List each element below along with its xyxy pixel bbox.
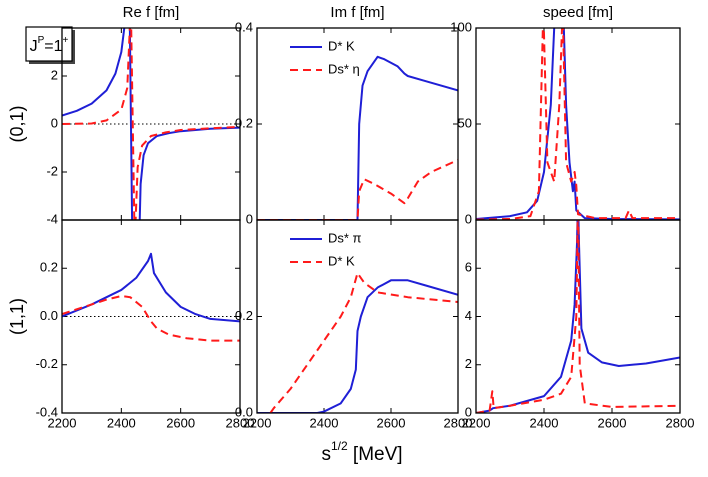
series-line	[62, 252, 240, 323]
x-tick-label: 2200	[48, 415, 77, 430]
x-label-base: s	[321, 444, 331, 465]
badge-eq: =1	[44, 38, 62, 55]
y-tick-label: 50	[458, 115, 472, 130]
x-axis-label: s1/2 [MeV]	[321, 439, 402, 465]
series-line	[476, 220, 680, 413]
y-tick-label: 0	[465, 211, 472, 226]
y-tick-label: 2	[465, 356, 472, 371]
y-tick-label: 4	[465, 308, 472, 323]
y-tick-label: 0.2	[235, 308, 253, 323]
badge	[25, 26, 73, 62]
y-tick-label: 0.4	[235, 19, 253, 34]
series-line	[62, 294, 240, 342]
legend-label: Ds* π	[328, 230, 362, 245]
legend-label: Ds* η	[328, 61, 360, 76]
y-tick-label: 100	[450, 19, 472, 34]
y-tick-label: 0	[465, 404, 472, 419]
x-tick-label: 2200	[462, 415, 491, 430]
y-tick-label: 0.0	[235, 404, 253, 419]
x-tick-label: 2600	[598, 415, 627, 430]
x-tick-label: 2200	[243, 415, 272, 430]
y-tick-label: 0.2	[235, 115, 253, 130]
x-tick-label: 2800	[444, 415, 473, 430]
series-line	[257, 159, 458, 220]
series-line	[62, 28, 240, 220]
series-line	[476, 28, 680, 220]
y-tick-label: -4	[46, 211, 58, 226]
panel-frame	[475, 219, 681, 414]
y-tick-label: 0.2	[40, 260, 58, 275]
series-line	[257, 55, 458, 220]
y-tick-label: -0.4	[36, 404, 58, 419]
x-tick-label: 2600	[377, 415, 406, 430]
badge-label: JP=1+	[30, 35, 69, 56]
series-line	[269, 272, 458, 413]
y-tick-label: -2	[46, 163, 58, 178]
y-tick-label: 0	[246, 211, 253, 226]
legend-label: D* K	[328, 38, 355, 53]
panel-frame	[256, 219, 459, 414]
panel-title: Im f [fm]	[330, 4, 384, 21]
y-tick-label: 2	[51, 67, 58, 82]
y-tick-label: 0.0	[40, 308, 58, 323]
y-tick-label: 6	[465, 260, 472, 275]
row-label: (0,1)	[7, 105, 27, 142]
x-label-unit: [MeV]	[348, 444, 403, 465]
x-tick-label: 2800	[226, 415, 255, 430]
badge-p: P	[38, 35, 45, 46]
y-tick-label: 0	[51, 115, 58, 130]
panel-title: speed [fm]	[543, 4, 613, 21]
x-tick-label: 2400	[107, 415, 136, 430]
legend-label: D* K	[328, 253, 355, 268]
x-label-sup: 1/2	[331, 439, 348, 453]
x-tick-label: 2800	[666, 415, 695, 430]
series-line	[476, 28, 680, 220]
panel-frame	[61, 219, 241, 414]
x-tick-label: 2600	[166, 415, 195, 430]
panel-title: Re f [fm]	[123, 4, 180, 21]
x-tick-label: 2400	[530, 415, 559, 430]
y-tick-label: -0.2	[36, 356, 58, 371]
series-line	[62, 28, 240, 220]
series-line	[257, 279, 458, 413]
badge-j: J	[30, 38, 38, 55]
badge-plus: +	[63, 35, 69, 46]
x-tick-label: 2400	[310, 415, 339, 430]
row-label: (1,1)	[7, 298, 27, 335]
series-line	[476, 220, 680, 413]
panel-frame	[475, 27, 681, 221]
